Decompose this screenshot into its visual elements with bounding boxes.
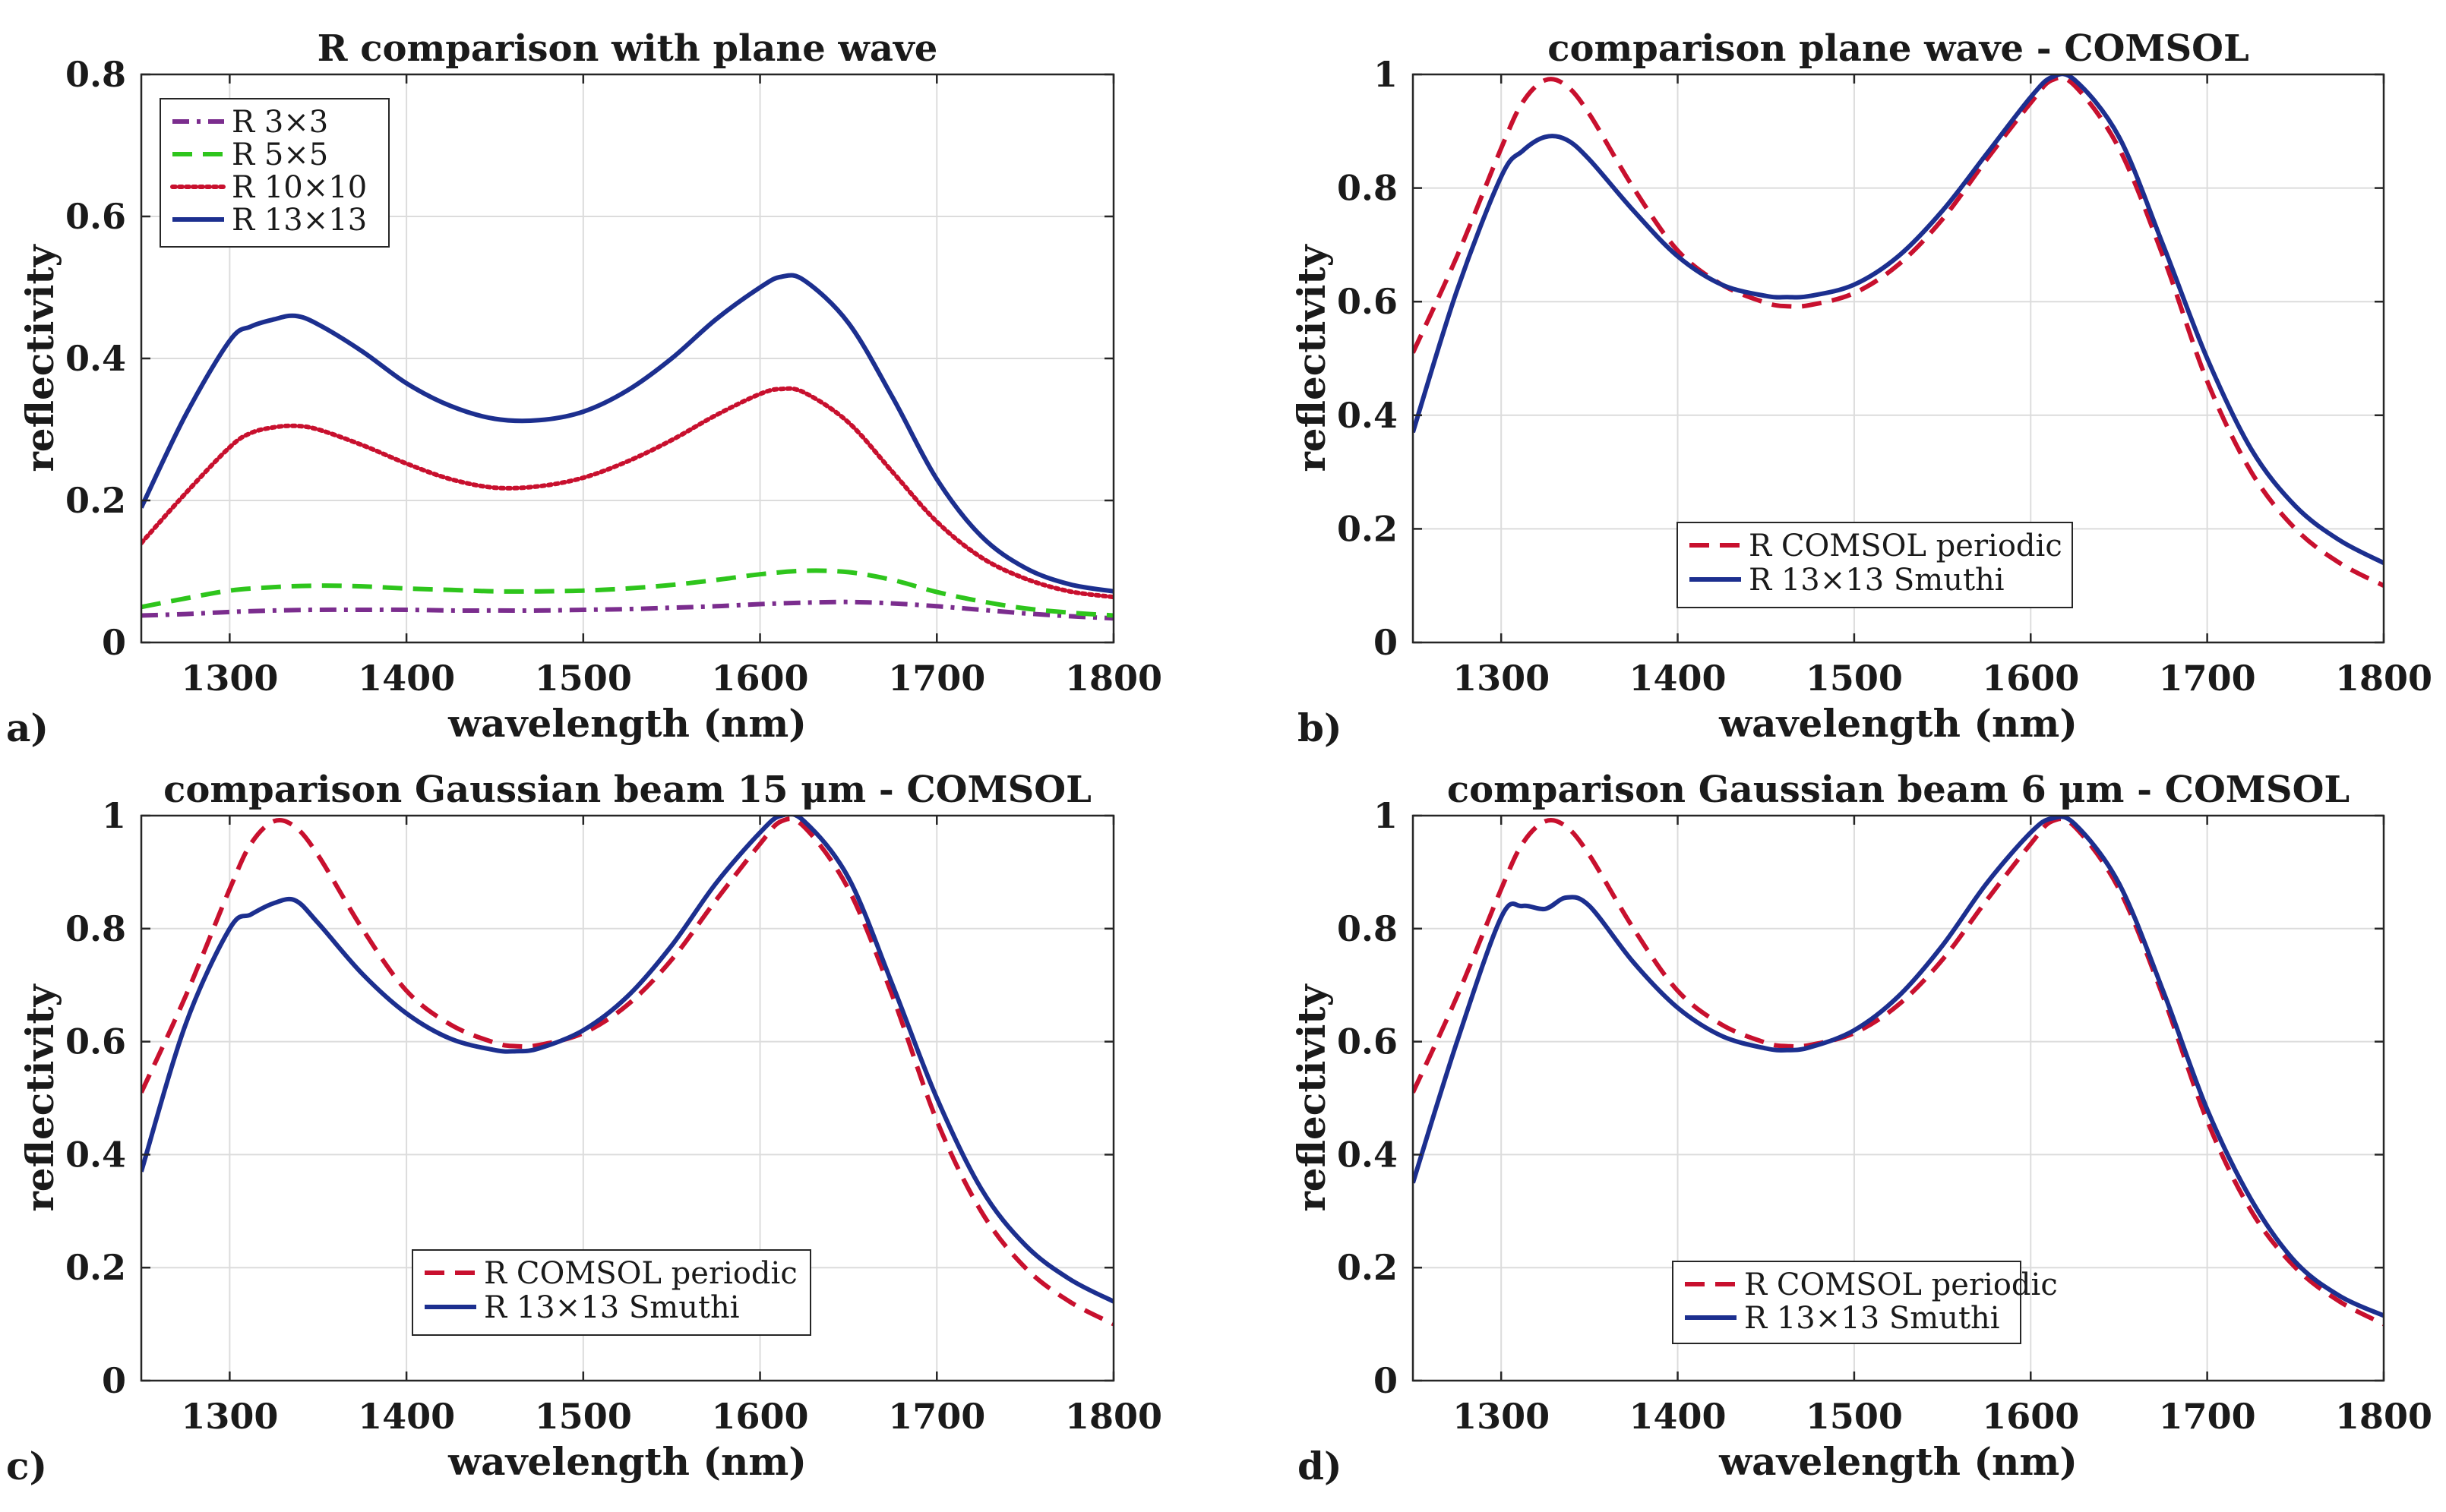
x-tick-label: 1800	[2335, 658, 2432, 699]
axes-box	[140, 814, 1115, 1382]
x-tick-label: 1500	[535, 1396, 632, 1437]
x-axis-label: wavelength (nm)	[1718, 1439, 2078, 1484]
panel-label: b)	[1297, 705, 1342, 750]
chart-title: R comparison with plane wave	[318, 27, 938, 70]
x-tick-label: 1300	[1452, 658, 1550, 699]
y-tick-label: 0.4	[1337, 1134, 1398, 1175]
x-tick-label: 1600	[712, 658, 809, 699]
y-axis-label: reflectivity	[17, 983, 62, 1212]
x-tick-label: 1600	[1982, 658, 2079, 699]
series-line-1	[1413, 74, 2384, 565]
chart-panel-d: 1300 1400 1500 1600 1700 1800 0 0.2 0.4 0.6 0.8 1 co…	[1289, 769, 2432, 1488]
y-tick-label: 0.6	[1337, 1021, 1398, 1062]
x-tick-label: 1700	[888, 658, 985, 699]
panel-label: d)	[1297, 1444, 1342, 1488]
y-tick-label: 0.8	[65, 54, 126, 95]
series-line-0	[1413, 816, 2384, 1327]
x-tick-label: 1300	[181, 1396, 278, 1437]
chart-panel-b: 1300 1400 1500 1600 1700 1800 0 0.2 0.4 0.6 0.8 1 co…	[1289, 27, 2432, 750]
x-tick-label: 1800	[1065, 1396, 1162, 1437]
series-line-3	[141, 273, 1114, 594]
y-tick-label: 0.6	[65, 1021, 126, 1062]
axes-box	[1411, 814, 2385, 1382]
x-tick-label: 1800	[1065, 658, 1162, 699]
series-line-2	[141, 386, 1114, 600]
y-tick-label: 0.6	[1337, 281, 1398, 322]
x-tick-label: 1400	[1629, 658, 1727, 699]
legend-label: R COMSOL periodic	[484, 1256, 798, 1291]
chart-title: comparison Gaussian beam 15 μm - COMSOL	[163, 769, 1092, 811]
y-axis-label: reflectivity	[1289, 983, 1334, 1212]
y-tick-label: 0.2	[1337, 508, 1398, 549]
legend-label: R 13×13 Smuthi	[1744, 1301, 2000, 1336]
y-tick-label: 0	[1373, 622, 1398, 663]
legend-label: R 13×13 Smuthi	[1749, 563, 2005, 598]
legend-box	[1676, 522, 2073, 608]
legend-label: R 13×13	[232, 203, 367, 238]
y-tick-label: 1	[102, 795, 126, 836]
x-axis-label: wavelength (nm)	[447, 701, 807, 746]
y-tick-label: 0.4	[65, 338, 126, 379]
x-tick-label: 1300	[181, 658, 278, 699]
y-tick-label: 0.8	[1337, 908, 1398, 949]
series-line-0	[141, 599, 1114, 621]
legend-label: R COMSOL periodic	[1744, 1267, 2058, 1302]
legend-box	[160, 98, 390, 248]
y-tick-label: 0.4	[65, 1134, 126, 1175]
x-tick-label: 1600	[712, 1396, 809, 1437]
series-line-0	[1413, 75, 2384, 588]
legend-label: R 5×5	[232, 137, 328, 172]
panel-label: c)	[6, 1444, 47, 1488]
y-tick-label: 0	[1373, 1360, 1398, 1401]
x-tick-label: 1600	[1982, 1396, 2079, 1437]
y-tick-label: 0.4	[1337, 395, 1398, 436]
x-tick-label: 1400	[1629, 1396, 1727, 1437]
x-tick-label: 1400	[358, 1396, 455, 1437]
legend-box	[412, 1249, 811, 1336]
legend-label: R 3×3	[232, 105, 328, 140]
x-axis-label: wavelength (nm)	[1718, 701, 2078, 746]
y-tick-label: 0	[102, 1360, 126, 1401]
series-line-0	[141, 816, 1114, 1327]
chart-panel-a: 1300 1400 1500 1600 1700 1800 0 0.2 0.4 0.6 0.8 R c…	[6, 27, 1162, 750]
y-tick-label: 0.2	[65, 480, 126, 521]
chart-title: comparison Gaussian beam 6 μm - COMSOL	[1447, 769, 2350, 811]
y-tick-label: 0.6	[65, 196, 126, 237]
x-axis-label: wavelength (nm)	[447, 1439, 807, 1484]
series-line-1	[1413, 816, 2384, 1318]
legend-label: R 13×13 Smuthi	[484, 1290, 740, 1325]
x-tick-label: 1800	[2335, 1396, 2432, 1437]
x-tick-label: 1500	[1806, 658, 1903, 699]
legend-label: R COMSOL periodic	[1749, 529, 2062, 563]
chart-panel-c: 1300 1400 1500 1600 1700 1800 0 0.2 0.4 0.6 0.8 1 co…	[6, 769, 1162, 1488]
y-tick-label: 1	[1373, 795, 1398, 836]
x-tick-label: 1400	[358, 658, 455, 699]
x-tick-label: 1700	[888, 1396, 985, 1437]
y-tick-label: 1	[1373, 54, 1398, 95]
chart-title: comparison plane wave - COMSOL	[1547, 27, 2248, 70]
series-line-1	[141, 568, 1114, 618]
y-tick-label: 0.2	[1337, 1247, 1398, 1288]
panel-label: a)	[6, 705, 49, 750]
y-tick-label: 0.8	[1337, 168, 1398, 209]
axes-box	[1411, 73, 2385, 644]
x-tick-label: 1500	[535, 658, 632, 699]
x-tick-label: 1500	[1806, 1396, 1903, 1437]
legend-label: R 10×10	[232, 170, 367, 205]
y-tick-label: 0	[102, 622, 126, 663]
y-tick-label: 0.2	[65, 1247, 126, 1288]
y-axis-label: reflectivity	[17, 244, 62, 472]
x-tick-label: 1700	[2159, 658, 2256, 699]
legend: R 3×3R 5×5R 10×10R 13×13	[160, 98, 390, 248]
x-tick-label: 1700	[2159, 1396, 2256, 1437]
series-line-1	[141, 816, 1114, 1304]
x-tick-label: 1300	[1452, 1396, 1550, 1437]
y-axis-label: reflectivity	[1289, 244, 1334, 472]
y-tick-label: 0.8	[65, 908, 126, 949]
legend-box	[1672, 1261, 2021, 1344]
